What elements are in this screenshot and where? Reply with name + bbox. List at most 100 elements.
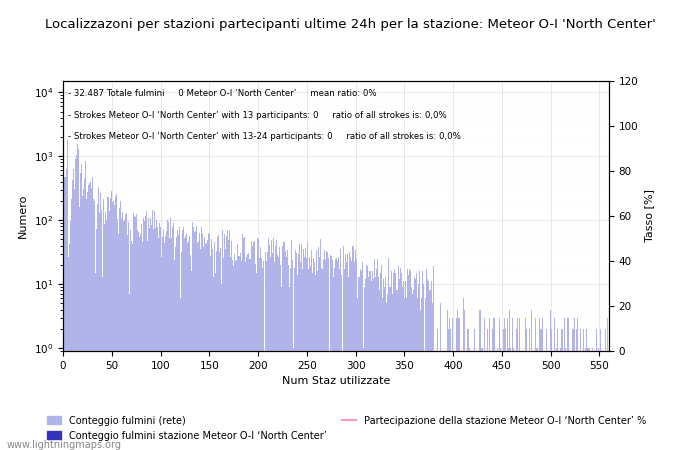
Bar [395, 273, 396, 450]
Bar [507, 318, 508, 450]
Bar [360, 270, 361, 450]
Bar [120, 201, 121, 450]
Bar [130, 230, 131, 450]
Bar [316, 250, 317, 450]
Bar [284, 242, 285, 450]
X-axis label: Num Staz utilizzate: Num Staz utilizzate [282, 376, 390, 386]
Bar [313, 257, 314, 450]
Bar [308, 270, 309, 450]
Bar [561, 329, 563, 450]
Bar [322, 270, 323, 450]
Bar [592, 348, 593, 450]
Bar [494, 318, 496, 450]
Bar [253, 241, 255, 450]
Bar [513, 348, 514, 450]
Bar [280, 265, 281, 450]
Bar [121, 218, 122, 450]
Bar [319, 256, 320, 450]
Bar [202, 234, 203, 450]
Bar [447, 329, 449, 450]
Bar [396, 290, 397, 450]
Bar [80, 173, 81, 450]
Bar [288, 287, 290, 450]
Bar [348, 277, 349, 450]
Bar [449, 329, 451, 450]
Bar [397, 290, 398, 450]
Bar [480, 310, 481, 450]
Bar [173, 223, 174, 450]
Bar [276, 240, 277, 450]
Bar [326, 251, 327, 450]
Bar [234, 254, 235, 450]
Bar [266, 261, 267, 450]
Bar [317, 271, 318, 450]
Bar [78, 149, 79, 450]
Bar [270, 256, 271, 450]
Bar [74, 189, 75, 450]
Bar [250, 259, 251, 450]
Bar [151, 225, 152, 450]
Bar [585, 348, 586, 450]
Bar [67, 140, 69, 450]
Bar [191, 271, 193, 450]
Bar [457, 310, 458, 450]
Bar [134, 216, 136, 450]
Text: - Strokes Meteor O-I ‘North Center’ with 13 participants: 0     ratio of all str: - Strokes Meteor O-I ‘North Center’ with… [69, 111, 447, 120]
Bar [231, 241, 232, 450]
Bar [275, 246, 276, 450]
Bar [230, 256, 231, 450]
Bar [356, 259, 357, 450]
Bar [86, 199, 87, 450]
Bar [354, 262, 355, 450]
Bar [243, 238, 244, 450]
Bar [272, 253, 273, 450]
Bar [556, 329, 558, 450]
Bar [170, 218, 171, 450]
Bar [425, 298, 426, 450]
Bar [235, 261, 236, 450]
Bar [210, 256, 211, 450]
Bar [314, 262, 315, 450]
Bar [385, 277, 386, 450]
Bar [83, 189, 84, 450]
Bar [600, 329, 601, 450]
Bar [204, 237, 205, 450]
Bar [89, 184, 90, 450]
Bar [349, 252, 350, 450]
Bar [152, 210, 153, 450]
Y-axis label: Numero: Numero [18, 194, 28, 238]
Bar [206, 240, 208, 450]
Bar [75, 159, 76, 450]
Bar [596, 329, 597, 450]
Bar [158, 238, 159, 450]
Bar [464, 310, 466, 450]
Bar [586, 329, 587, 450]
Bar [96, 230, 97, 450]
Bar [147, 241, 148, 450]
Bar [199, 233, 200, 450]
Bar [426, 270, 427, 450]
Bar [64, 177, 65, 450]
Bar [481, 348, 482, 450]
Bar [298, 254, 300, 450]
Bar [242, 234, 243, 450]
Bar [181, 252, 183, 450]
Bar [323, 259, 324, 450]
Bar [359, 277, 360, 450]
Bar [422, 271, 423, 450]
Legend: Conteggio fulmini (rete), Conteggio fulmini stazione Meteor O-I ‘North Center’, : Conteggio fulmini (rete), Conteggio fulm… [47, 416, 646, 441]
Bar [154, 212, 155, 450]
Bar [290, 240, 292, 450]
Bar [157, 227, 158, 450]
Bar [116, 194, 117, 450]
Bar [400, 268, 401, 450]
Bar [82, 196, 83, 450]
Text: www.lightningmaps.org: www.lightningmaps.org [7, 440, 122, 450]
Bar [72, 180, 74, 450]
Bar [334, 268, 335, 450]
Bar [183, 227, 184, 450]
Y-axis label: Tasso [%]: Tasso [%] [644, 189, 654, 243]
Bar [404, 298, 405, 450]
Bar [260, 247, 261, 450]
Bar [512, 318, 513, 450]
